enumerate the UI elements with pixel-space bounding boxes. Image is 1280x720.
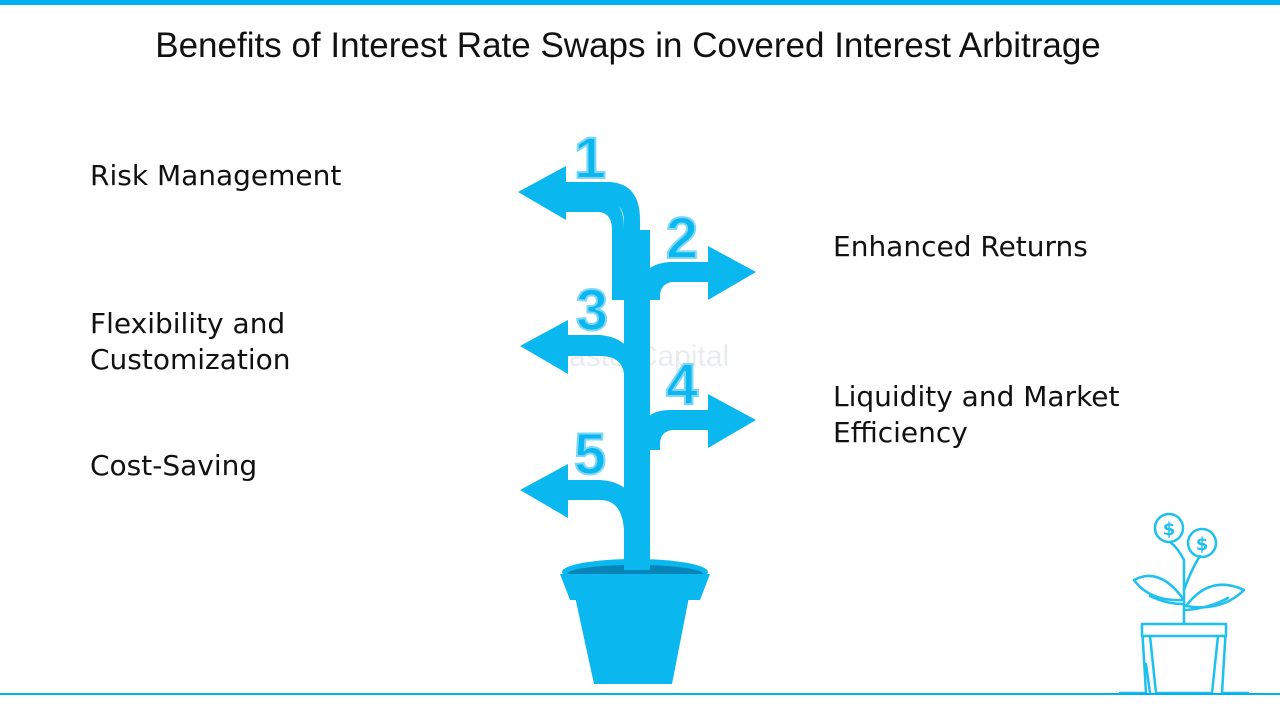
branch-arrow-3	[520, 320, 636, 390]
branch-arrow-5	[520, 464, 642, 560]
branch-arrow-1	[518, 166, 640, 236]
benefit-number-5: 5	[574, 422, 606, 487]
flower-pot	[560, 559, 710, 684]
benefit-label-1: Risk Management	[90, 159, 342, 192]
svg-text:$: $	[1196, 534, 1209, 555]
bottom-accent-line	[0, 693, 1280, 695]
benefit-label-4: Liquidity and Market Efficiency	[833, 380, 1120, 449]
benefit-number-3: 3	[576, 278, 608, 343]
svg-text:$: $	[1163, 519, 1176, 540]
benefit-label-5: Cost-Saving	[90, 449, 258, 482]
benefit-number-1: 1	[574, 126, 606, 191]
branch-arrow-4	[640, 394, 756, 450]
top-accent-bar	[0, 0, 1280, 5]
branch-arrow-2	[640, 246, 756, 300]
money-plant-icon: $ $	[1118, 512, 1250, 695]
benefit-number-2: 2	[666, 206, 698, 271]
benefit-label-3: Flexibility and Customization	[90, 307, 291, 376]
slide-title: Benefits of Interest Rate Swaps in Cover…	[155, 26, 1101, 65]
benefit-label-2: Enhanced Returns	[833, 230, 1088, 263]
benefit-number-4: 4	[666, 352, 698, 417]
